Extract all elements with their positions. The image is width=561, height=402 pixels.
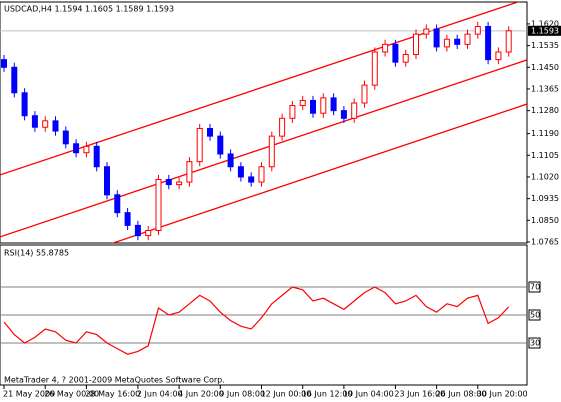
rsi-line — [3, 286, 510, 355]
candle-body — [340, 110, 347, 119]
candle-body — [268, 135, 275, 168]
candle-body — [299, 99, 306, 107]
candle-body — [413, 33, 419, 56]
candle-body — [310, 99, 316, 114]
x-tick-label: 23 Jun 16:00 — [394, 390, 445, 399]
candle-body — [42, 120, 49, 128]
y-tick-label: 1.1535 — [531, 41, 559, 50]
level-box — [528, 309, 541, 321]
current-price-label: 1.1593 — [531, 26, 559, 35]
x-tick-label: 19 Jun 04:00 — [343, 390, 394, 399]
candle-body — [196, 127, 203, 163]
x-tick-label: 26 May 00:00 — [44, 390, 99, 399]
candle-body — [351, 102, 358, 119]
candle-body — [155, 178, 162, 232]
candle-body — [330, 97, 337, 112]
candle-body — [382, 43, 389, 53]
y-tick-label: 1.1190 — [531, 129, 559, 138]
level-box — [528, 337, 541, 349]
y-tick-label: 1.0850 — [531, 216, 559, 225]
candle-body — [495, 51, 502, 61]
candle-body — [392, 43, 399, 63]
candle-body — [485, 25, 492, 61]
candle-body — [114, 194, 121, 214]
candle-body — [474, 25, 481, 35]
x-tick-label: 16 Jun 12:00 — [302, 390, 353, 399]
candle-body — [207, 127, 213, 137]
price-panel — [0, 1, 528, 244]
candle-body — [83, 145, 90, 154]
chart-title: USDCAD,H4 1.1594 1.1605 1.1589 1.1593 — [4, 5, 174, 14]
x-tick-label: 26 Jun 08:00 — [436, 390, 487, 399]
y-tick-label: 1.1450 — [531, 63, 559, 72]
y-tick-label: 1.1280 — [531, 106, 559, 115]
x-tick-label: 21 May 2009 — [3, 390, 55, 399]
candle-body — [320, 97, 327, 114]
candle-body — [371, 51, 378, 86]
candle-body — [21, 92, 28, 117]
candle-body — [423, 28, 430, 35]
candle-body — [145, 230, 152, 237]
candle-body — [361, 84, 368, 104]
current-price-box — [528, 25, 561, 36]
candle-body — [279, 117, 286, 137]
candle-body — [124, 212, 131, 226]
y-tick-label: 30 — [530, 339, 540, 348]
candle-body — [289, 105, 296, 119]
candle-body — [73, 143, 80, 154]
x-tick-label: 28 May 16:00 — [85, 390, 140, 399]
trendline — [0, 2, 520, 176]
trendline — [0, 59, 527, 238]
x-tick-label: 2 Jun 04:00 — [137, 390, 183, 399]
candle-body — [11, 66, 18, 94]
y-tick-label: 1.1365 — [531, 84, 559, 93]
candle-body — [227, 153, 234, 168]
y-tick-label: 70 — [530, 283, 540, 292]
x-tick-label: 4 Jun 20:00 — [178, 390, 224, 399]
candle-body — [237, 166, 244, 178]
y-tick-label: 50 — [530, 311, 540, 320]
x-tick-label: 9 Jun 08:00 — [219, 390, 265, 399]
level-box — [528, 281, 541, 293]
candle-body — [217, 135, 224, 155]
rsi-title: RSI(14) 55.8785 — [4, 249, 69, 258]
candle-body — [402, 54, 409, 63]
trendline — [111, 103, 527, 243]
candle-body — [134, 224, 141, 237]
candle-body — [62, 130, 69, 145]
candle-body — [165, 178, 172, 186]
footer: MetaTrader 4, ? 2001-2009 MetaQuotes Sof… — [4, 376, 225, 385]
candle-body — [433, 28, 440, 48]
y-tick-label: 1.1620 — [531, 19, 559, 28]
candle-body — [186, 161, 193, 183]
candle-body — [31, 115, 38, 128]
candle-body — [52, 120, 59, 132]
candle-body — [258, 166, 265, 183]
candle-body — [505, 30, 512, 53]
candle-body — [248, 176, 255, 183]
candle-body — [443, 38, 450, 48]
x-tick-label: 12 Jun 00:00 — [261, 390, 312, 399]
y-tick-label: 1.0765 — [531, 237, 559, 246]
y-tick-label: 1.0935 — [531, 194, 559, 203]
candle-body — [454, 38, 461, 45]
x-tick-label: 30 Jun 20:00 — [477, 390, 528, 399]
candle-body — [93, 145, 100, 168]
candle-body — [464, 33, 471, 45]
candle-body — [176, 181, 183, 186]
y-tick-label: 1.1020 — [531, 172, 559, 181]
candle-body — [1, 59, 7, 68]
y-tick-label: 1.1105 — [531, 151, 559, 160]
candle-body — [104, 166, 110, 196]
